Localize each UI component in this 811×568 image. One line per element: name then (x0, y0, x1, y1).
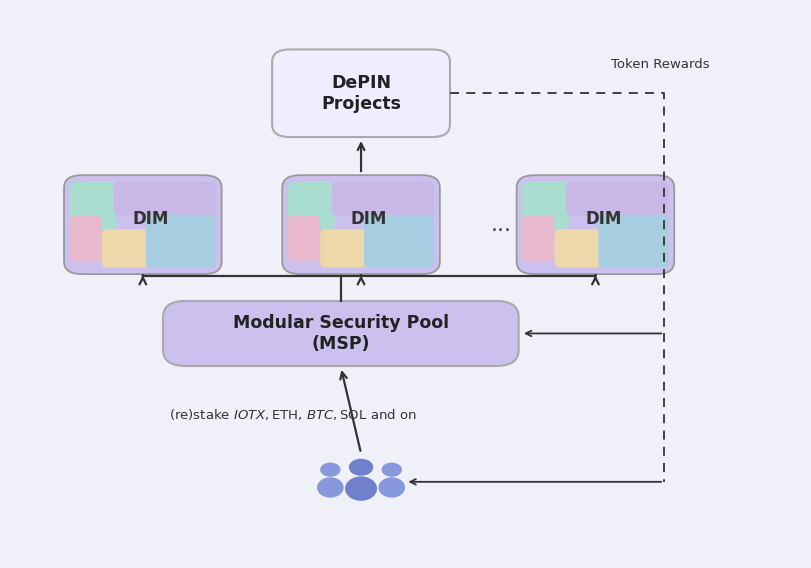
Circle shape (382, 462, 402, 477)
FancyBboxPatch shape (272, 49, 450, 137)
Text: Modular Security Pool
(MSP): Modular Security Pool (MSP) (233, 314, 449, 353)
FancyBboxPatch shape (288, 182, 335, 229)
Text: DIM: DIM (351, 210, 388, 228)
Text: (re)stake $IOTX, $ETH, $BTC, $SOL and on: (re)stake $IOTX, $ETH, $BTC, $SOL and on (169, 407, 416, 421)
FancyBboxPatch shape (163, 301, 519, 366)
FancyBboxPatch shape (555, 229, 601, 268)
FancyBboxPatch shape (320, 229, 367, 268)
Text: DePIN
Projects: DePIN Projects (321, 74, 401, 112)
FancyBboxPatch shape (288, 215, 320, 261)
FancyBboxPatch shape (599, 215, 668, 268)
FancyBboxPatch shape (64, 175, 221, 274)
Ellipse shape (379, 477, 406, 498)
Text: Token Rewards: Token Rewards (611, 57, 710, 70)
FancyBboxPatch shape (522, 215, 555, 261)
Ellipse shape (317, 477, 344, 498)
FancyBboxPatch shape (332, 182, 434, 215)
FancyBboxPatch shape (70, 182, 117, 229)
FancyBboxPatch shape (566, 182, 668, 215)
FancyBboxPatch shape (364, 215, 434, 268)
FancyBboxPatch shape (517, 175, 674, 274)
FancyBboxPatch shape (102, 229, 148, 268)
FancyBboxPatch shape (522, 182, 569, 229)
FancyBboxPatch shape (146, 215, 216, 268)
FancyBboxPatch shape (70, 215, 102, 261)
Text: DIM: DIM (133, 210, 169, 228)
FancyBboxPatch shape (114, 182, 216, 215)
Text: DIM: DIM (586, 210, 622, 228)
Ellipse shape (345, 477, 377, 501)
Text: ...: ... (491, 215, 512, 235)
Circle shape (349, 459, 373, 476)
Circle shape (320, 462, 341, 477)
FancyBboxPatch shape (282, 175, 440, 274)
